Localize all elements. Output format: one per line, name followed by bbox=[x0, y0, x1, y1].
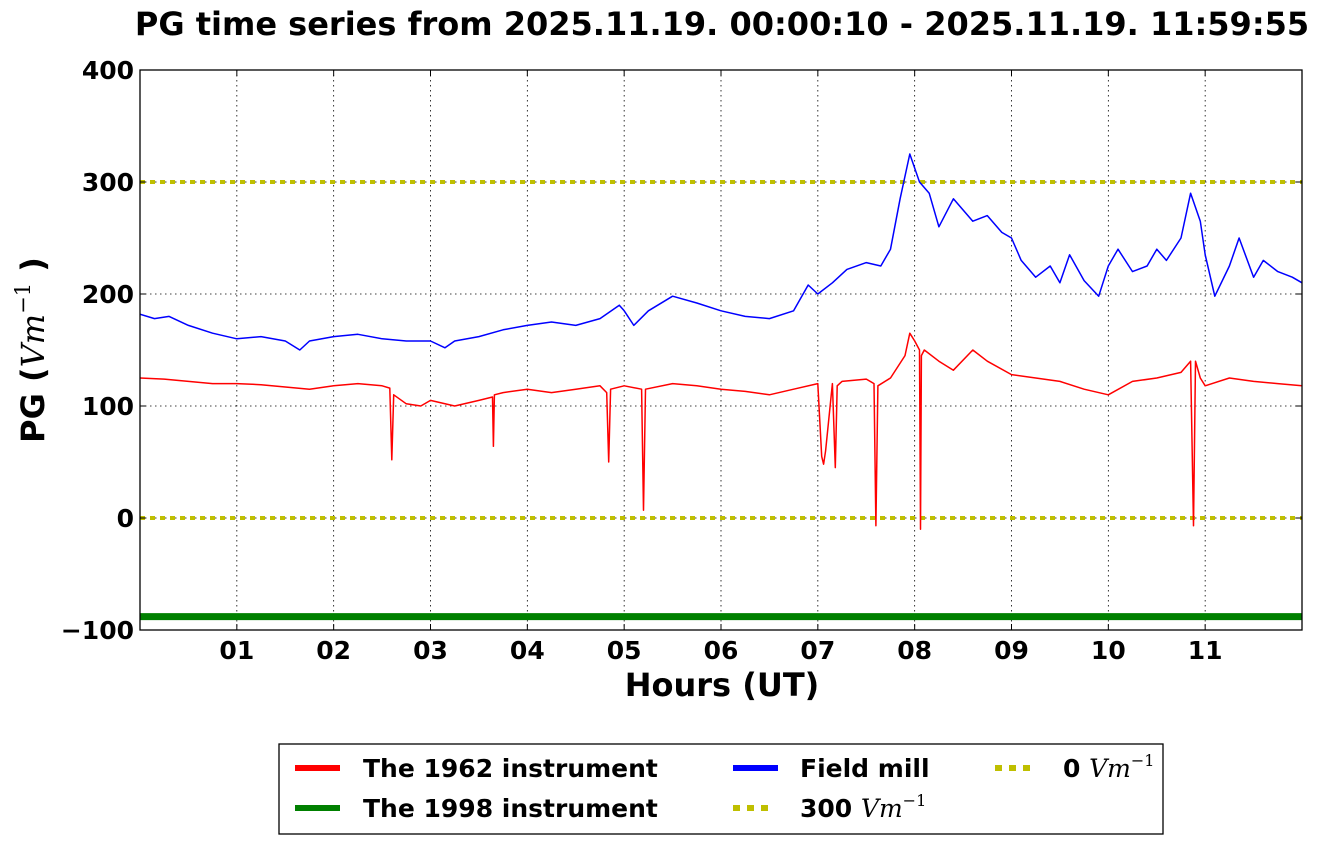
axes-ticks: 01 02 03 04 05 06 07 08 09 10 11 400 300 200 100 0 −100 bbox=[61, 56, 1302, 665]
y-axis-label: PG (Vm−1 ) bbox=[11, 257, 52, 443]
chart-title: PG time series from 2025.11.19. 00:00:10… bbox=[135, 5, 1309, 43]
y-tick-label: 200 bbox=[82, 280, 134, 309]
x-tick-label: 09 bbox=[994, 636, 1029, 665]
legend: The 1962 instrument The 1998 instrument Fi… bbox=[278, 743, 1164, 835]
x-tick-label: 05 bbox=[607, 636, 642, 665]
series-line-0 bbox=[140, 332, 1302, 530]
y-tick-label: 300 bbox=[82, 168, 134, 197]
y-tick-label: 100 bbox=[82, 392, 134, 421]
y-tick-label: 0 bbox=[117, 504, 134, 533]
x-tick-label: 06 bbox=[704, 636, 739, 665]
x-tick-label: 04 bbox=[510, 636, 545, 665]
x-tick-label: 02 bbox=[316, 636, 351, 665]
legend-label-4: 0 Vm−1 bbox=[1063, 751, 1154, 783]
series-line-2 bbox=[140, 153, 1302, 351]
x-tick-label: 10 bbox=[1091, 636, 1126, 665]
y-tick-label: −100 bbox=[61, 616, 134, 645]
x-tick-label: 03 bbox=[413, 636, 448, 665]
plot-area bbox=[140, 153, 1302, 621]
x-tick-label: 01 bbox=[219, 636, 254, 665]
grid bbox=[140, 69, 1302, 631]
legend-label-0: The 1962 instrument bbox=[363, 754, 658, 783]
y-tick-label: 400 bbox=[82, 56, 134, 85]
legend-label-1: The 1998 instrument bbox=[363, 794, 658, 823]
legend-label-2: Field mill bbox=[800, 754, 930, 783]
x-tick-label: 07 bbox=[800, 636, 835, 665]
x-axis-label: Hours (UT) bbox=[625, 666, 820, 704]
legend-frame bbox=[278, 743, 1164, 835]
x-tick-label: 08 bbox=[897, 636, 932, 665]
x-tick-label: 11 bbox=[1188, 636, 1223, 665]
legend-label-3: 300 Vm−1 bbox=[800, 791, 926, 823]
